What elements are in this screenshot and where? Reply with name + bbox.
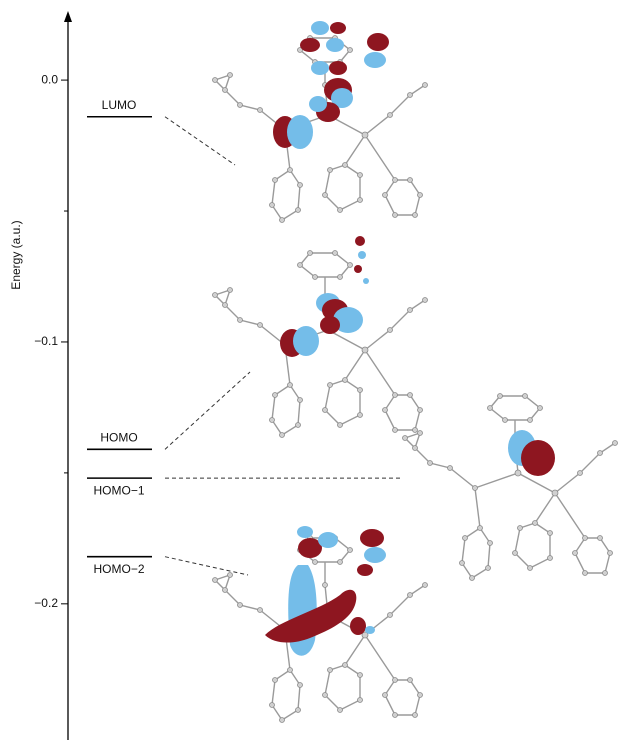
level-label: HOMO−1 — [93, 483, 144, 497]
y-axis-label: Energy (a.u.) — [9, 220, 23, 289]
page: {"chart_data": {"type": "level", "y_labe… — [0, 0, 640, 740]
plot: 0.0 −0.1 −0.2 LUMO HOMO HOMO−1 HOMO−2 — [34, 72, 400, 610]
homo-2-molecule — [213, 526, 428, 723]
connector — [165, 117, 235, 165]
level-label: LUMO — [102, 98, 137, 112]
homo-1-molecule — [403, 394, 618, 581]
y-tick-label: −0.1 — [34, 334, 58, 348]
level-label: HOMO — [100, 430, 137, 444]
connector — [165, 557, 248, 575]
lumo-molecule — [213, 21, 428, 223]
y-tick-label: 0.0 — [41, 72, 58, 86]
connector — [165, 372, 250, 449]
chart: Energy (a.u.) 0.0 −0.1 −0.2 LUMO HOMO HOMO−1 H… — [0, 0, 640, 740]
y-tick-label: −0.2 — [34, 596, 58, 610]
homo-molecule — [213, 236, 428, 438]
level-label: HOMO−2 — [93, 562, 144, 576]
y-axis-arrow — [64, 11, 72, 22]
